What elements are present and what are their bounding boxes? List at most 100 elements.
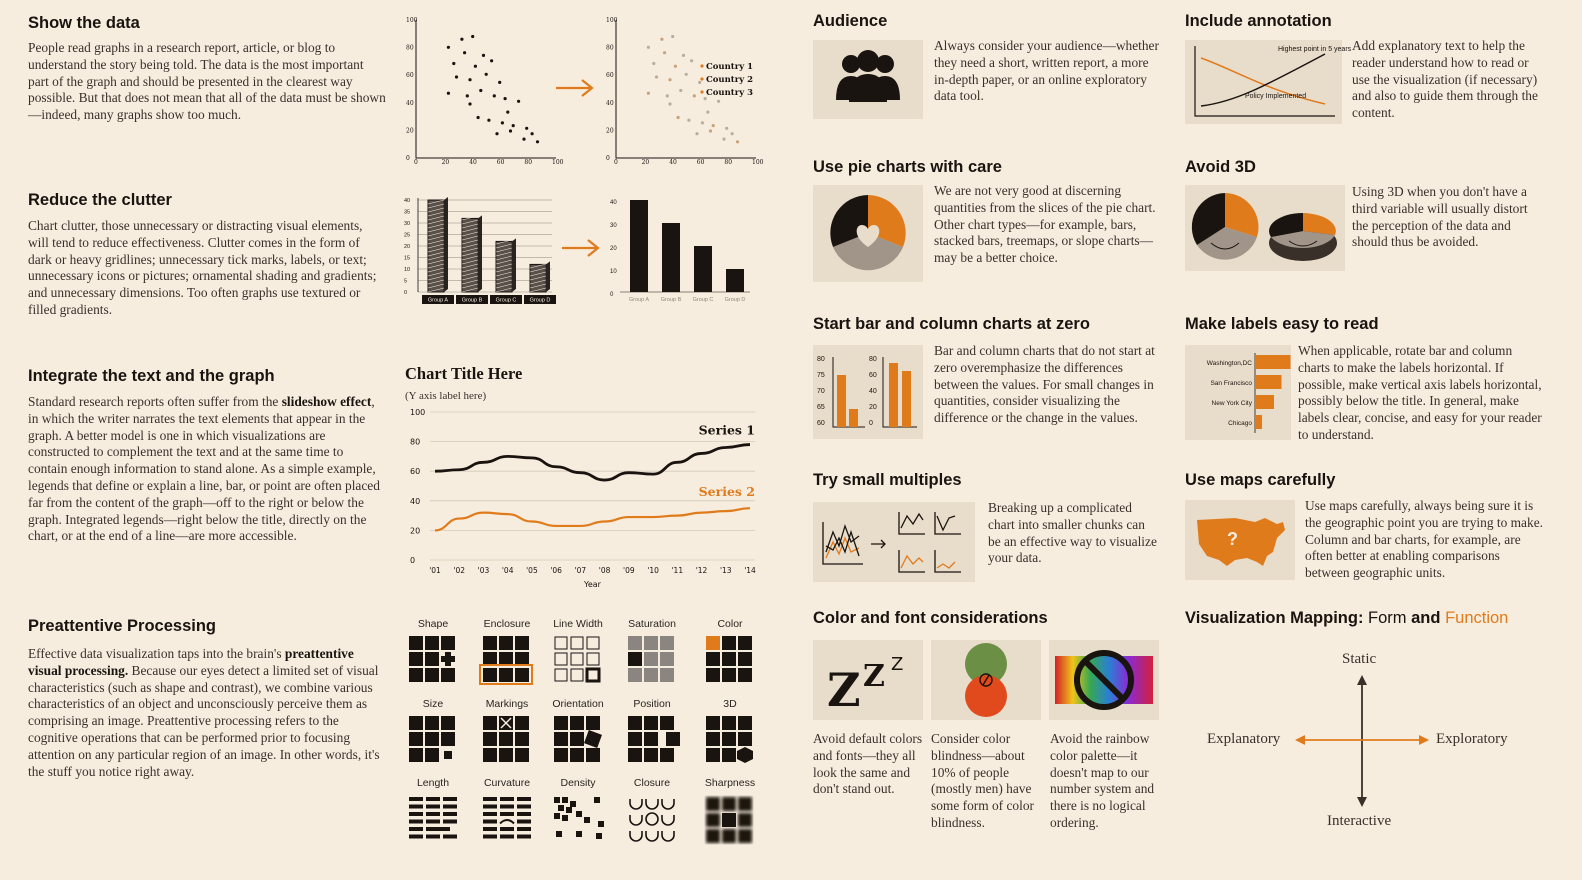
preattentive-cell	[628, 652, 642, 666]
3d-pie-icon	[1191, 193, 1337, 261]
cluttered-ytick: 25	[404, 233, 410, 239]
scatter-point	[722, 137, 726, 141]
series-label: Series 1	[699, 423, 755, 438]
scatter-comparison: 0020204040606080801001000020204040606080…	[406, 17, 764, 166]
preattentive-cell	[706, 748, 720, 762]
preattentive-cell	[706, 652, 720, 666]
maps-title: Use maps carefully	[1185, 471, 1336, 489]
form-function-axes	[1295, 675, 1429, 807]
preattentive-cell	[483, 797, 497, 801]
preattentive-cell	[628, 732, 642, 746]
cluttered-group-label: Group C	[496, 298, 517, 304]
preattentive-cell	[499, 636, 513, 650]
preattentive-cell	[425, 732, 439, 746]
preattentive-cell	[629, 815, 643, 826]
city-label: New York City	[1212, 400, 1253, 407]
preattentive-cell	[441, 636, 455, 650]
x-tick-label: '03	[478, 566, 490, 575]
preattentive-cell	[722, 716, 736, 730]
scatter-point	[652, 61, 656, 66]
x-axis-label: Year	[583, 580, 602, 589]
scatter-point	[668, 78, 672, 82]
preattentive-cell	[425, 652, 439, 666]
preattentive-cell	[586, 636, 600, 650]
scatter-point	[673, 64, 677, 68]
series-line	[434, 443, 751, 482]
clutter-title: Reduce the clutter	[28, 191, 172, 209]
scatter-xtick: 60	[497, 159, 505, 166]
arrow-icon	[556, 79, 594, 97]
zero-left-tick: 80	[817, 356, 825, 363]
scatter-point	[500, 121, 504, 125]
preattentive-cell	[628, 716, 642, 730]
y-tick-label: 0	[410, 556, 415, 565]
series-label: Series 2	[699, 484, 755, 499]
preattentive-cell	[483, 748, 497, 762]
preattentive-cell	[500, 804, 514, 809]
preattentive-label: Orientation	[552, 698, 604, 710]
city-label: Chicago	[1228, 420, 1252, 427]
clean-bars: 0 10 20 30 40 Group A Group B Group C Group D	[610, 200, 750, 303]
preattentive-cell	[515, 652, 529, 666]
color-font-title: Color and font considerations	[813, 609, 1048, 627]
preattentive-cell	[645, 799, 659, 810]
scatter-legend-label: Country 1	[706, 62, 753, 72]
zero-title: Start bar and column charts at zero	[813, 315, 1090, 333]
clean-group-label: Group D	[725, 297, 746, 303]
preattentive-cell	[409, 668, 423, 682]
preattentive-cell	[426, 827, 450, 831]
preattentive-cell	[409, 748, 423, 762]
scatter-ytick: 100	[606, 17, 618, 24]
preattentive-cell	[409, 652, 423, 666]
scatter-point	[725, 126, 729, 130]
show-data-title: Show the data	[28, 14, 140, 32]
zzz-card: Z Z Z	[813, 640, 923, 720]
preattentive-cell	[594, 797, 600, 803]
preattentive-cell	[586, 652, 600, 666]
scatter-point	[695, 132, 699, 136]
preattentive-cell	[441, 716, 455, 730]
scatter-ytick: 60	[406, 72, 414, 79]
mapping-interactive: Interactive	[1327, 813, 1392, 829]
svg-text:Z: Z	[827, 663, 861, 717]
zero-card: 80 75 70 65 60 80 60 40 20 0	[813, 345, 923, 439]
scatter-point	[465, 94, 469, 98]
annotation-note-mid: Policy Implemented	[1245, 93, 1306, 100]
zero-bar	[837, 375, 846, 427]
x-tick-label: '10	[647, 566, 659, 575]
preattentive-cell	[629, 831, 643, 842]
preattentive-cell	[409, 812, 423, 816]
city-bar	[1256, 395, 1274, 409]
preattentive-label: Enclosure	[483, 618, 531, 630]
preattentive-cell	[628, 636, 642, 650]
scatter-point	[684, 72, 688, 76]
preattentive-cell	[425, 668, 439, 682]
preattentive-cell	[441, 668, 455, 682]
city-bar	[1256, 415, 1262, 429]
preattentive-cell	[554, 748, 568, 762]
preattentive-label: Markings	[485, 698, 529, 710]
preattentive-cell	[706, 716, 720, 730]
scatter-point	[671, 34, 675, 39]
line-chart-subtitle: (Y axis label here)	[405, 390, 487, 402]
annotation-title: Include annotation	[1185, 12, 1332, 30]
scatter-point	[511, 124, 515, 128]
clean-bar	[662, 223, 680, 292]
preattentive-cell	[706, 668, 720, 682]
clean-group-label: Group A	[629, 297, 650, 303]
scatter-xtick: 100	[552, 159, 564, 166]
x-tick-label: '12	[696, 566, 708, 575]
preattentive-cell	[409, 732, 423, 746]
svg-text:?: ?	[1227, 529, 1238, 549]
preattentive-cell	[517, 804, 531, 809]
scatter-point	[508, 129, 513, 133]
preattentive-cell	[554, 652, 568, 666]
preattentive-cell	[517, 827, 531, 831]
scatter-point	[676, 115, 680, 120]
preattentive-cell	[722, 652, 736, 666]
scatter-point	[660, 37, 664, 41]
scatter-point	[476, 115, 480, 120]
preattentive-cell	[500, 827, 514, 831]
avoid3d-body: Using 3D when you don't have a third var…	[1352, 184, 1528, 250]
us-map-icon: ?	[1197, 518, 1285, 566]
